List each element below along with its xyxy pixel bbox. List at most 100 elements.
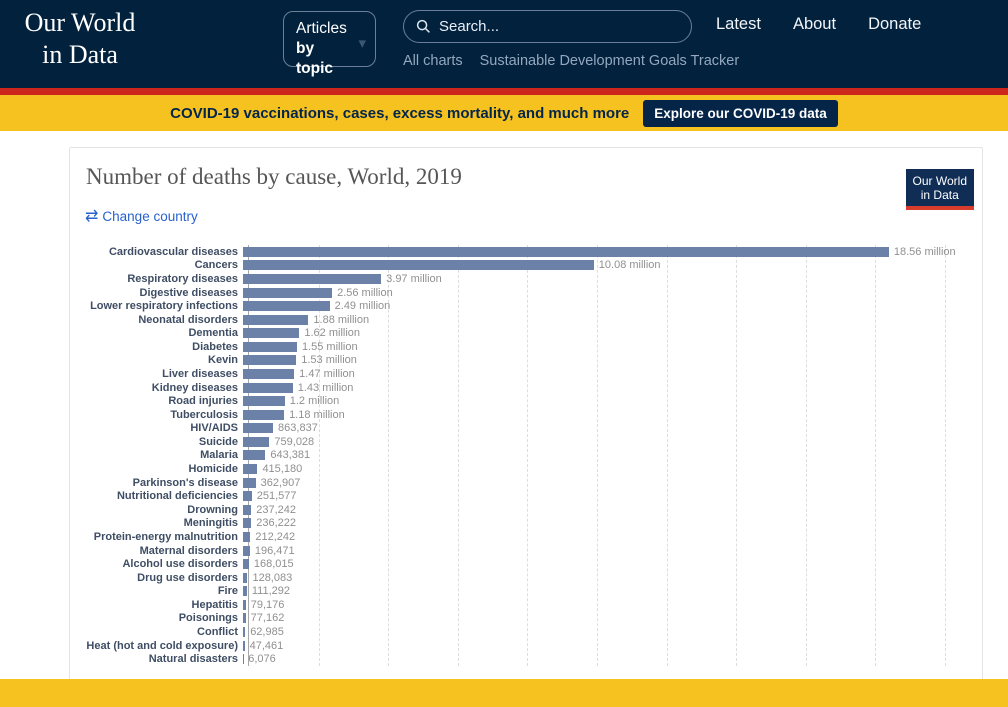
chart-row: Suicide759,028 [86,435,966,449]
bar-value: 79,176 [251,599,285,611]
bar[interactable] [243,613,246,623]
bar[interactable] [243,315,308,325]
bar-plot-area: 1.47 million [243,367,966,381]
bar[interactable] [243,342,297,352]
bar[interactable] [243,559,249,569]
articles-by-topic-button[interactable]: Articles by topic ▾ [283,11,376,67]
bar-value: 1.2 million [290,395,340,407]
bar-value: 3.97 million [386,273,442,285]
search-input[interactable] [439,18,659,35]
bar[interactable] [243,450,265,460]
bar[interactable] [243,288,332,298]
chart-row: Kidney diseases1.43 million [86,381,966,395]
bar-plot-area: 196,471 [243,544,966,558]
bar[interactable] [243,396,285,406]
nav-link-donate[interactable]: Donate [868,15,921,34]
bar[interactable] [243,274,381,284]
bar[interactable] [243,600,246,610]
bar-label: HIV/AIDS [86,422,243,434]
owid-chart-badge[interactable]: Our World in Data [906,169,974,210]
chart-row: Parkinson's disease362,907 [86,476,966,490]
bar-value: 77,162 [251,612,285,624]
chart-row: Cardiovascular diseases18.56 million [86,245,966,259]
bar-label: Cancers [86,259,243,271]
footer-band [0,679,1008,707]
bar[interactable] [243,627,245,637]
nav-link-about[interactable]: About [793,15,836,34]
bar-value: 18.56 million [894,246,956,258]
bar-plot-area: 1.18 million [243,408,966,422]
search-box[interactable] [403,10,692,43]
bar-plot-area: 1.43 million [243,381,966,395]
bar-label: Liver diseases [86,368,243,380]
change-country-link[interactable]: ⇄ Change country [85,209,198,224]
bar-label: Nutritional deficiencies [86,490,243,502]
bar-label: Suicide [86,436,243,448]
bar[interactable] [243,247,889,257]
page-body: Number of deaths by cause, World, 2019 O… [0,131,1008,679]
bar-label: Drug use disorders [86,572,243,584]
bar-plot-area: 3.97 million [243,272,966,286]
chart-row: Cancers10.08 million [86,259,966,273]
bar-label: Malaria [86,449,243,461]
chart-row: Malaria643,381 [86,449,966,463]
bar[interactable] [243,369,294,379]
subnav-link-all-charts[interactable]: All charts [403,53,463,69]
bar-label: Kidney diseases [86,382,243,394]
bar-plot-area: 212,242 [243,530,966,544]
bar[interactable] [243,586,247,596]
bar[interactable] [243,328,299,338]
bar-label: Drowning [86,504,243,516]
bar[interactable] [243,301,330,311]
bar[interactable] [243,355,296,365]
owid-badge-line2: in Data [913,188,967,202]
chart-row: Kevin1.53 million [86,354,966,368]
chart-row: Protein-energy malnutrition212,242 [86,530,966,544]
bar[interactable] [243,383,293,393]
chart-row: Drug use disorders128,083 [86,571,966,585]
owid-logo-line2: in Data [13,39,147,71]
chart-row: Liver diseases1.47 million [86,367,966,381]
bar-plot-area: 111,292 [243,584,966,598]
chart-card: Number of deaths by cause, World, 2019 O… [69,147,983,679]
bar[interactable] [243,260,594,270]
nav-link-latest[interactable]: Latest [716,15,761,34]
bar[interactable] [243,491,252,501]
bar-value: 237,242 [256,504,296,516]
bar[interactable] [243,437,269,447]
bar[interactable] [243,532,250,542]
articles-button-line2: by topic [296,39,353,79]
bar-plot-area: 643,381 [243,449,966,463]
bar-label: Heat (hot and cold exposure) [86,640,243,652]
chart-row: Conflict62,985 [86,625,966,639]
bar-label: Neonatal disorders [86,314,243,326]
bar[interactable] [243,505,251,515]
chart-row: Natural disasters6,076 [86,652,966,666]
bar-label: Tuberculosis [86,409,243,421]
bar-value: 111,292 [252,585,290,597]
sub-nav: All charts Sustainable Development Goals… [403,53,739,69]
bar-value: 236,222 [256,517,296,529]
bar-plot-area: 1.55 million [243,340,966,354]
bar-plot-area: 1.88 million [243,313,966,327]
bar-value: 1.62 million [304,327,360,339]
bar[interactable] [243,478,256,488]
bar[interactable] [243,546,250,556]
bar[interactable] [243,464,257,474]
bar[interactable] [243,641,245,651]
subnav-link-sdg-tracker[interactable]: Sustainable Development Goals Tracker [480,53,740,69]
bar-label: Kevin [86,354,243,366]
bar-label: Alcohol use disorders [86,558,243,570]
owid-logo[interactable]: Our World in Data [13,7,147,71]
bar-label: Homicide [86,463,243,475]
bar[interactable] [243,518,251,528]
bar-value: 1.55 million [302,341,358,353]
bar[interactable] [243,573,247,583]
bar-value: 1.18 million [289,409,345,421]
explore-covid-data-button[interactable]: Explore our COVID-19 data [643,100,838,127]
bar[interactable] [243,410,284,420]
bar-plot-area: 168,015 [243,557,966,571]
bar-label: Poisonings [86,612,243,624]
red-divider [0,88,1008,95]
bar[interactable] [243,423,273,433]
